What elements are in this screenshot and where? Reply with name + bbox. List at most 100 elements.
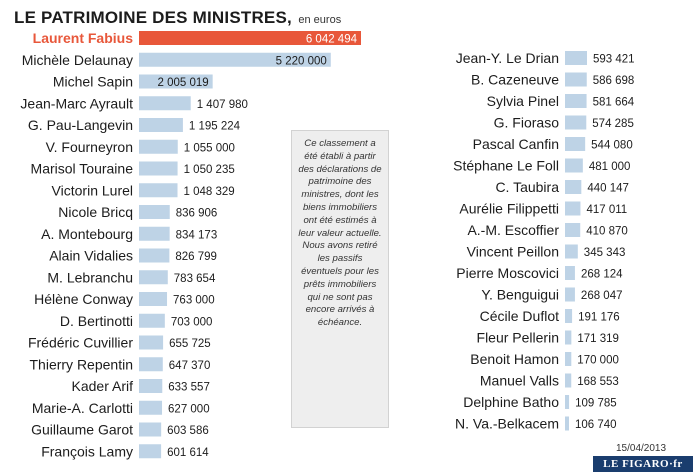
- bar-name-label: B. Cazeneuve: [471, 72, 559, 88]
- bar-value-label: 191 176: [578, 312, 620, 324]
- bar-name-label: Victorin Lurel: [52, 182, 133, 198]
- bar-value-label: 647 370: [169, 360, 211, 372]
- bar-name-label: Nicole Bricq: [58, 204, 133, 220]
- bar: [139, 444, 162, 459]
- bar-value-label: 655 725: [169, 338, 211, 350]
- bar: [565, 137, 586, 151]
- bar-row-pierre-moscovici: Pierre Moscovici 268 124: [456, 265, 623, 281]
- bar-row-g-pau-langevin: G. Pau-Langevin 1 195 224: [28, 117, 241, 133]
- bar-name-label: C. Taubira: [495, 179, 559, 195]
- bar: [139, 118, 183, 132]
- bar-value-label: 5 220 000: [276, 55, 327, 67]
- bar: [565, 266, 575, 280]
- bar-name-label: A.-M. Escoffier: [467, 222, 559, 238]
- bar-row-guillaume-garot: Guillaume Garot 603 586: [31, 422, 209, 438]
- bar-row-nicole-bricq: Nicole Bricq 836 906: [58, 204, 217, 220]
- bar-row-michele-delaunay: Michèle Delaunay 5 220 000: [22, 52, 331, 68]
- bar-row-alain-vidalies: Alain Vidalies 826 799: [49, 248, 217, 264]
- bar-row-y-benguigui: Y. Benguigui 268 047: [481, 287, 622, 303]
- bar-value-label: 1 050 235: [184, 164, 235, 176]
- bar: [139, 183, 178, 198]
- bar-name-label: A. Montebourg: [41, 226, 133, 242]
- bar-row-sylvia-pinel: Sylvia Pinel 581 664: [487, 93, 635, 109]
- publication-date: 15/04/2013: [616, 443, 667, 454]
- bar-row-a-m-escoffier: A.-M. Escoffier 410 870: [467, 222, 627, 238]
- bar-value-label: 417 011: [586, 204, 627, 216]
- bar: [139, 357, 163, 372]
- bar-row-n-va-belkacem: N. Va.-Belkacem 106 740: [455, 416, 617, 432]
- bar-value-label: 544 080: [591, 140, 633, 152]
- bar-name-label: Vincent Peillon: [467, 244, 559, 260]
- bar-row-laurent-fabius: Laurent Fabius 6 042 494: [33, 30, 361, 46]
- bar-value-label: 171 319: [577, 333, 619, 345]
- bar: [139, 270, 168, 285]
- bar-row-kader-arif: Kader Arif 633 557: [72, 378, 210, 394]
- bar: [565, 330, 572, 345]
- bar-name-label: Marisol Touraine: [31, 161, 134, 177]
- bar: [139, 313, 165, 328]
- bar-value-label: 481 000: [589, 161, 631, 173]
- bar-name-label: Marie-A. Carlotti: [32, 400, 133, 416]
- bar-value-label: 826 799: [175, 251, 217, 263]
- bar-row-b-cazeneuve: B. Cazeneuve 586 698: [471, 72, 634, 88]
- bar: [565, 287, 575, 302]
- bar-row-jean-marc-ayrault: Jean-Marc Ayrault 1 407 980: [20, 95, 247, 111]
- bar-value-label: 581 664: [593, 97, 635, 109]
- bar-value-label: 106 740: [575, 419, 617, 431]
- bar-row-fleur-pellerin: Fleur Pellerin 171 319: [477, 330, 619, 346]
- bar-name-label: Frédéric Cuvillier: [28, 335, 133, 351]
- bar-name-label: Pascal Canfin: [473, 136, 559, 152]
- bar-row-c-taubira: C. Taubira 440 147: [495, 179, 628, 195]
- bar-row-delphine-batho: Delphine Batho 109 785: [463, 394, 616, 410]
- bar: [139, 292, 168, 306]
- bar-value-label: 593 421: [593, 54, 635, 66]
- bar-row-d-bertinotti: D. Bertinotti 703 000: [60, 313, 213, 329]
- chart-unit: en euros: [298, 14, 342, 26]
- bar-name-label: Cécile Duflot: [480, 308, 559, 324]
- bar-row-thierry-repentin: Thierry Repentin 647 370: [30, 356, 211, 372]
- bar-row-aurelie-filippetti: Aurélie Filippetti 417 011: [459, 201, 627, 217]
- methodology-note: Ce classement a été établi à partir des …: [291, 130, 389, 428]
- bar-value-label: 763 000: [173, 295, 215, 307]
- bar-name-label: Y. Benguigui: [481, 287, 559, 303]
- bar-name-label: Stéphane Le Foll: [453, 158, 559, 174]
- bar: [139, 226, 170, 241]
- bar: [565, 244, 578, 259]
- bar-name-label: M. Lebranchu: [47, 269, 133, 285]
- bar-value-label: 1 048 329: [184, 186, 235, 198]
- bar: [565, 180, 582, 194]
- bar: [139, 400, 163, 415]
- bar-value-label: 109 785: [575, 398, 617, 410]
- bar-value-label: 170 000: [577, 355, 619, 367]
- le-figaro-logo[interactable]: LE FIGARO·fr: [593, 456, 693, 472]
- bar-value-label: 1 407 980: [197, 99, 248, 111]
- bar-row-pascal-canfin: Pascal Canfin 544 080: [473, 136, 633, 152]
- bar-value-label: 268 047: [581, 290, 623, 302]
- bar-name-label: Michèle Delaunay: [22, 52, 133, 68]
- bar-row-jean-y-le-drian: Jean-Y. Le Drian 593 421: [456, 50, 635, 66]
- bar-value-label: 574 285: [592, 118, 634, 130]
- bar-name-label: Michel Sapin: [53, 74, 133, 90]
- bar: [565, 72, 587, 87]
- bar: [139, 422, 162, 437]
- bar: [565, 416, 569, 431]
- bar: [139, 74, 213, 89]
- bar: [565, 309, 573, 323]
- bar-name-label: N. Va.-Belkacem: [455, 416, 559, 432]
- bar-row-benoit-hamon: Benoit Hamon 170 000: [470, 351, 619, 367]
- bar-name-label: Jean-Marc Ayrault: [20, 95, 133, 111]
- bar-value-label: 836 906: [176, 208, 218, 220]
- bar: [565, 158, 583, 173]
- bar-row-marisol-touraine: Marisol Touraine 1 050 235: [31, 161, 235, 177]
- bar: [139, 161, 178, 176]
- bar-row-cecile-duflot: Cécile Duflot 191 176: [480, 308, 620, 324]
- bar: [565, 94, 587, 108]
- bar-row-vincent-peillon: Vincent Peillon 345 343: [467, 244, 626, 260]
- bar-row-frederic-cuvillier: Frédéric Cuvillier 655 725: [28, 335, 211, 351]
- bar-value-label: 2 005 019: [157, 77, 208, 89]
- bar: [565, 373, 572, 388]
- bar: [139, 205, 170, 219]
- chart-title: LE PATRIMOINE DES MINISTRES,: [14, 8, 292, 27]
- bar-row-michel-sapin: Michel Sapin 2 005 019: [53, 74, 213, 90]
